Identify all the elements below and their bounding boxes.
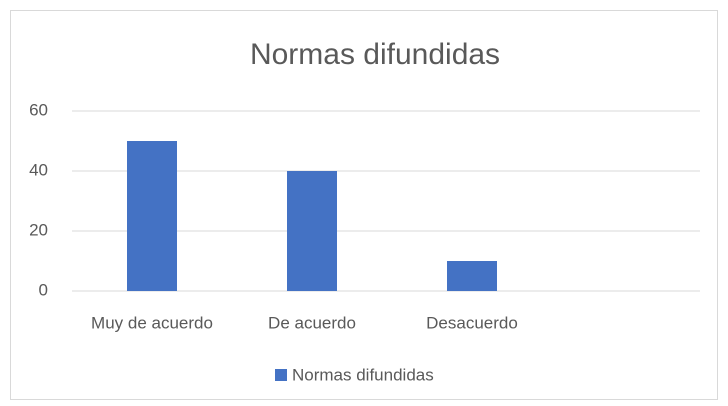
x-tick-label: Desacuerdo <box>426 313 518 332</box>
y-tick-label: 60 <box>29 100 48 119</box>
legend-label: Normas difundidas <box>292 365 434 384</box>
y-tick-label: 0 <box>39 280 48 299</box>
legend-swatch <box>275 369 287 381</box>
chart-title: Normas difundidas <box>250 38 500 71</box>
x-tick-label: Muy de acuerdo <box>91 313 213 332</box>
bar <box>127 141 177 291</box>
y-tick-label: 20 <box>29 220 48 239</box>
x-tick-label: De acuerdo <box>268 313 356 332</box>
y-tick-label: 40 <box>29 160 48 179</box>
bar <box>287 171 337 291</box>
bar <box>447 261 497 291</box>
